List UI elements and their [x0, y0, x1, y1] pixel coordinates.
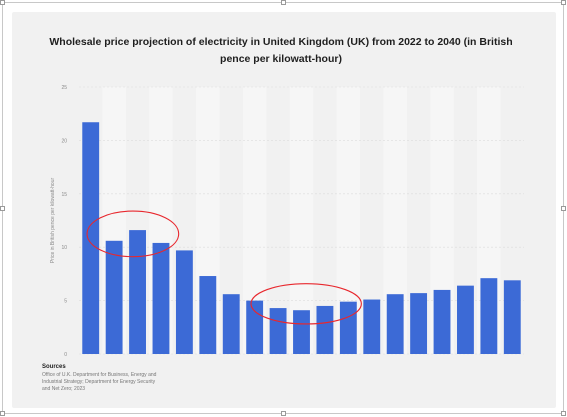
bar-2035	[386, 294, 404, 354]
resize-handle-middle-left[interactable]	[0, 206, 5, 211]
y-tick-label: 15	[61, 192, 67, 198]
column-band	[336, 87, 361, 354]
column-band	[242, 87, 267, 354]
bar-2039	[480, 278, 498, 354]
bar-2024	[129, 230, 146, 354]
bar-2040	[503, 280, 521, 354]
y-tick-label: 20	[61, 138, 67, 144]
resize-handle-bottom-center[interactable]	[281, 411, 286, 416]
bar-2038	[457, 285, 474, 354]
bar-2030	[269, 308, 287, 354]
resize-handle-top-center[interactable]	[281, 0, 286, 5]
annotation-ellipse-1	[86, 210, 180, 258]
source-line: and Net Zero; 2023	[42, 386, 86, 392]
source-heading: Sources	[42, 364, 66, 370]
resize-handle-top-right[interactable]	[561, 0, 566, 5]
bar-2026	[175, 250, 193, 354]
resize-handle-bottom-right[interactable]	[561, 411, 566, 416]
bar-2033	[339, 301, 357, 354]
column-band	[289, 87, 314, 354]
annotation-ellipse-2	[250, 283, 362, 325]
bar-2022	[82, 122, 100, 354]
bar-2031	[293, 310, 310, 354]
bar-2032	[316, 305, 334, 354]
source-line: Industrial Strategy; Department for Ener…	[42, 379, 156, 385]
bar-2037	[433, 289, 451, 354]
source-line: Office of U.K. Department for Business, …	[42, 372, 157, 378]
source-block: Sources Office of U.K. Department for Bu…	[42, 364, 242, 393]
y-tick-label: 0	[64, 352, 67, 358]
bar-2023	[105, 240, 123, 354]
y-axis-label: Price in British pence per kilowatt-hour	[50, 178, 56, 264]
column-band	[430, 87, 454, 354]
y-tick-label: 10	[61, 245, 67, 251]
chart-title: Wholesale price projection of electricit…	[49, 36, 513, 65]
resize-handle-top-left[interactable]	[0, 0, 5, 5]
bar-2028	[222, 294, 240, 354]
bar-2025	[152, 242, 170, 354]
y-tick-label: 5	[64, 299, 67, 305]
resize-handle-bottom-left[interactable]	[0, 411, 5, 416]
bar-2036	[410, 293, 428, 354]
bar-2027	[199, 276, 217, 354]
y-tick-label: 25	[61, 85, 67, 91]
resize-handle-middle-right[interactable]	[561, 206, 566, 211]
bar-2029	[246, 300, 264, 354]
bar-2034	[363, 299, 381, 354]
column-band	[383, 87, 407, 354]
